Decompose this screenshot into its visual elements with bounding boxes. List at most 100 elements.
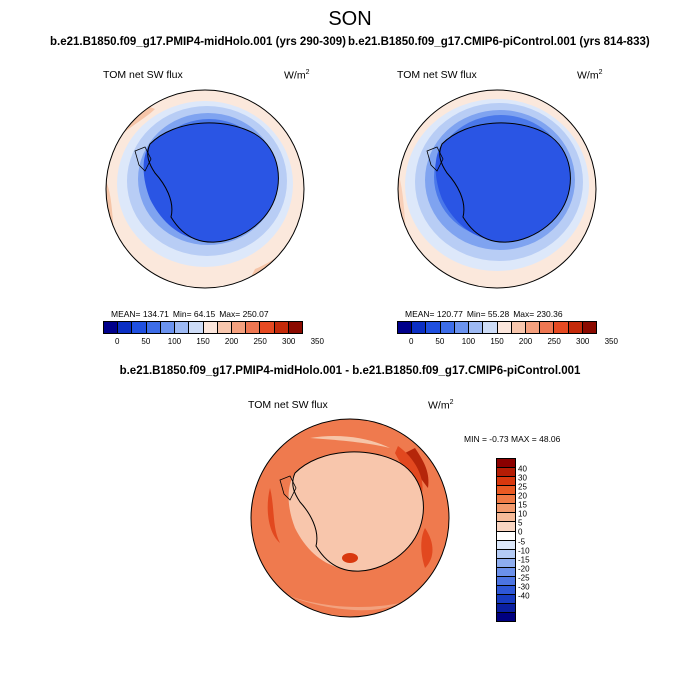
- right-colorbar-tick-label: 250: [547, 337, 561, 346]
- right-colorbar-tick-label: 350: [604, 337, 618, 346]
- left-colorbar-swatch: [160, 322, 176, 333]
- figure-title: SON: [328, 8, 372, 30]
- left-colorbar-swatch: [231, 322, 247, 333]
- left-colorbar: [103, 321, 303, 334]
- right-mean: MEAN= 120.77: [405, 309, 463, 319]
- diff-colorbar-tick-label: -20: [518, 564, 530, 574]
- diff-colorbar-swatch: [497, 513, 515, 523]
- diff-colorbar-tick-label: 15: [518, 500, 527, 510]
- left-colorbar-swatch: [118, 322, 133, 333]
- left-colorbar-swatch: [246, 322, 261, 333]
- diff-colorbar-swatch: [497, 604, 515, 614]
- right-colorbar-swatch: [540, 322, 555, 333]
- left-colorbar-swatch: [189, 322, 204, 333]
- diff-colorbar-tick-label: 30: [518, 473, 527, 483]
- diff-colorbar-swatch: [497, 613, 515, 622]
- left-colorbar-swatch: [104, 322, 119, 333]
- diff-units-label: W/m2: [428, 399, 454, 412]
- difference-title: b.e21.B1850.f09_g17.PMIP4-midHolo.001 - …: [119, 365, 581, 377]
- diff-colorbar-swatch: [497, 540, 515, 550]
- diff-colorbar-tick-label: 40: [518, 464, 527, 474]
- right-colorbar-tick-label: 150: [490, 337, 504, 346]
- diff-polar-map: [250, 418, 450, 618]
- diff-colorbar-swatch: [497, 567, 515, 577]
- left-colorbar-ticks: 0 50 100 150 200 250 300 350: [103, 337, 324, 349]
- left-min: Min= 64.15: [172, 309, 216, 319]
- diff-colorbar-tick-label: 10: [518, 509, 527, 519]
- right-colorbar-swatch: [454, 322, 470, 333]
- left-colorbar-tick-label: 100: [167, 337, 182, 346]
- right-colorbar-swatch: [497, 322, 512, 333]
- right-case-title: b.e21.B1850.f09_g17.CMIP6-piControl.001 …: [348, 36, 650, 48]
- diff-colorbar-swatch: [497, 549, 515, 559]
- right-colorbar-swatch: [582, 322, 597, 333]
- diff-colorbar-tick-label: -25: [518, 573, 530, 583]
- left-colorbar-tick-label: 0: [115, 337, 120, 346]
- diff-colorbar-tick-label: -15: [518, 555, 530, 565]
- right-colorbar-tick-label: 100: [461, 337, 476, 346]
- right-colorbar-swatch: [511, 322, 526, 333]
- left-colorbar-swatch: [260, 322, 275, 333]
- diff-colorbar-ticks: 40 30 25 20 15 10 5 0 -5 -10 -15 -20 -25 -30 -40: [518, 458, 548, 620]
- diff-colorbar-swatch: [497, 585, 515, 595]
- diff-colorbar-swatch: [497, 477, 515, 487]
- right-colorbar-swatch: [483, 322, 498, 333]
- diff-colorbar-tick-label: -40: [518, 591, 530, 601]
- right-colorbar-swatch: [525, 322, 541, 333]
- diff-colorbar-swatch: [497, 459, 515, 469]
- diff-minmax: MIN = -0.73 MAX = 48.06: [464, 434, 561, 444]
- diff-colorbar-swatch: [497, 504, 515, 514]
- diff-colorbar: [496, 458, 516, 622]
- right-colorbar-swatch: [440, 322, 455, 333]
- left-colorbar-tick-label: 300: [282, 337, 296, 346]
- left-units-label: W/m2: [284, 69, 310, 82]
- left-colorbar-swatch: [217, 322, 232, 333]
- left-variable-label: TOM net SW flux: [103, 69, 183, 81]
- diff-colorbar-tick-label: 5: [518, 518, 523, 528]
- diff-colorbar-tick-label: -5: [518, 537, 526, 546]
- right-colorbar-swatch: [554, 322, 569, 333]
- diff-colorbar-tick-label: -10: [518, 546, 530, 556]
- left-stats: MEAN= 134.71 Min= 64.15 Max= 250.07: [111, 309, 273, 319]
- right-variable-label: TOM net SW flux: [397, 69, 477, 81]
- left-colorbar-swatch: [288, 322, 303, 333]
- diff-colorbar-tick-label: 25: [518, 482, 527, 492]
- left-colorbar-tick-label: 200: [224, 337, 239, 346]
- diff-colorbar-swatch: [497, 594, 515, 604]
- diff-colorbar-swatch: [497, 576, 515, 586]
- left-colorbar-swatch: [274, 322, 289, 333]
- right-polar-map: [397, 89, 597, 289]
- right-colorbar-swatch: [568, 322, 583, 333]
- left-case-title: b.e21.B1850.f09_g17.PMIP4-midHolo.001 (y…: [50, 36, 346, 48]
- diff-colorbar-swatch: [497, 522, 515, 532]
- diff-colorbar-swatch: [497, 468, 515, 478]
- left-colorbar-swatch: [175, 322, 190, 333]
- diff-colorbar-tick-label: 0: [518, 527, 523, 537]
- left-colorbar-swatch: [203, 322, 218, 333]
- right-colorbar-swatch: [412, 322, 427, 333]
- diff-variable-label: TOM net SW flux: [248, 399, 328, 411]
- diff-colorbar-tick-label: -30: [518, 582, 530, 592]
- diff-colorbar-swatch: [497, 531, 515, 541]
- diff-colorbar-swatch: [497, 495, 515, 505]
- right-colorbar-swatch: [426, 322, 441, 333]
- right-colorbar-ticks: 0 50 100 150 200 250 300 350: [397, 337, 618, 349]
- left-max: Max= 250.07: [219, 309, 269, 319]
- left-colorbar-tick-label: 150: [196, 337, 210, 346]
- right-min: Min= 55.28: [466, 309, 510, 319]
- left-mean: MEAN= 134.71: [111, 309, 169, 319]
- diff-colorbar-swatch: [497, 486, 515, 496]
- right-colorbar-tick-label: 200: [518, 337, 533, 346]
- right-colorbar-tick-label: 0: [409, 337, 414, 346]
- right-colorbar: [397, 321, 597, 334]
- left-colorbar-tick-label: 250: [253, 337, 267, 346]
- right-units-label: W/m2: [577, 69, 603, 82]
- diff-colorbar-swatch: [497, 558, 515, 568]
- right-stats: MEAN= 120.77 Min= 55.28 Max= 230.36: [405, 309, 567, 319]
- left-colorbar-swatch: [146, 322, 161, 333]
- diff-colorbar-tick-label: 20: [518, 491, 527, 501]
- left-colorbar-tick-label: 350: [310, 337, 324, 346]
- left-colorbar-tick-label: 50: [141, 337, 151, 346]
- right-colorbar-swatch: [469, 322, 484, 333]
- right-colorbar-swatch: [398, 322, 413, 333]
